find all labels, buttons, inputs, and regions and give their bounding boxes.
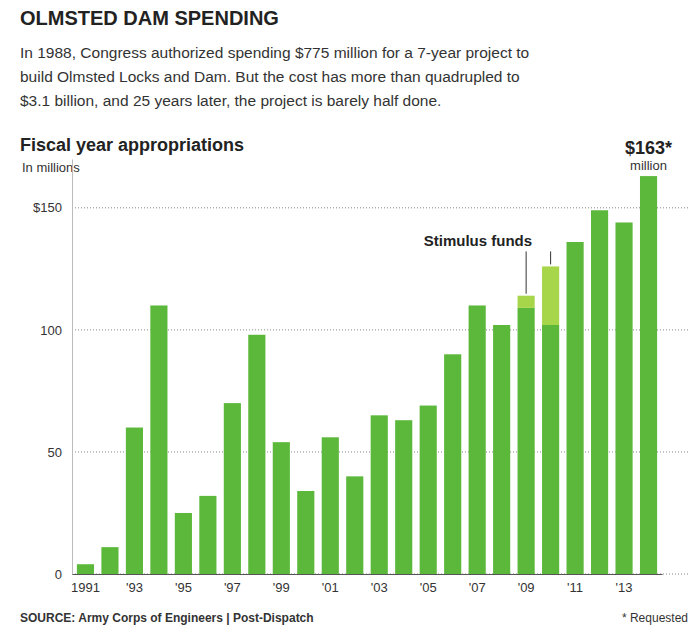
footnote: * Requested: [622, 611, 688, 625]
tick-label: '09: [518, 580, 535, 595]
tick: '11: [567, 574, 583, 595]
bar: [420, 406, 437, 574]
subtitle: build Olmsted Locks and Dam. But the cos…: [20, 68, 520, 85]
tick-label: 0: [55, 567, 62, 582]
tick: '95: [175, 574, 192, 595]
x-axis: 1991 '93 '95 '97 '99 '01 '03 '05 '07 '09 '11 '13: [71, 574, 662, 595]
chart-heading: Fiscal year appropriations: [20, 135, 244, 155]
bars: [77, 176, 657, 574]
bar: [297, 491, 314, 574]
tick-label: 1991: [71, 580, 100, 595]
subtitle: In 1988, Congress authorized spending $7…: [20, 44, 529, 61]
bar: [567, 242, 584, 574]
tick: 50: [48, 445, 72, 460]
tick: '09: [518, 574, 535, 595]
stimulus-bar: [518, 296, 535, 308]
bar: [175, 513, 192, 574]
axis-title: In millions: [22, 160, 80, 175]
tick: '99: [273, 574, 290, 595]
bar: [150, 305, 167, 574]
subtitle: $3.1 billion, and 25 years later, the pr…: [20, 92, 441, 109]
tick: '01: [322, 574, 339, 595]
axis-line: [73, 574, 663, 575]
bar: [199, 496, 216, 574]
bar: [542, 325, 559, 574]
stimulus-bar: [542, 266, 559, 325]
bar: [493, 325, 510, 574]
tick-label: '03: [371, 580, 388, 595]
tick-label: '01: [322, 580, 339, 595]
tick-label: '95: [175, 580, 192, 595]
tick: '07: [469, 574, 486, 595]
bar: [346, 476, 363, 574]
tick-label: '97: [224, 580, 241, 595]
tick: '03: [371, 574, 388, 595]
pointer-line: [550, 251, 551, 264]
bar: [273, 442, 290, 574]
bar: [101, 547, 118, 574]
bar: [640, 176, 657, 574]
tick: '97: [224, 574, 241, 595]
legend-label: Stimulus funds: [424, 232, 532, 249]
title: OLMSTED DAM SPENDING: [20, 7, 279, 29]
bar: [469, 305, 486, 574]
tick-label: '11: [567, 580, 583, 595]
tick: '13: [616, 574, 633, 595]
bar: [248, 335, 265, 574]
tick-label: '05: [420, 580, 437, 595]
tick-label: $150: [33, 200, 62, 215]
tick-label: '93: [126, 580, 143, 595]
bar: [395, 420, 412, 574]
tick-label: '07: [469, 580, 486, 595]
annotation: million: [630, 158, 667, 173]
grid: [72, 208, 690, 574]
bar: [371, 415, 388, 574]
tick-label: '99: [273, 580, 290, 595]
bar: [444, 354, 461, 574]
tick-label: 50: [48, 445, 62, 460]
tick: 1991: [71, 574, 100, 595]
bar: [77, 564, 94, 574]
source: SOURCE: Army Corps of Engineers | Post-D…: [20, 611, 314, 625]
bar: [518, 308, 535, 574]
tick-label: '13: [616, 580, 633, 595]
bar: [126, 428, 143, 574]
grid-line: [72, 207, 690, 208]
tick: '05: [420, 574, 437, 595]
bar: [615, 222, 632, 574]
data-label: $163*: [625, 138, 672, 158]
y-axis: 0 50 100 $150: [33, 160, 72, 582]
axis-line: [72, 160, 73, 575]
tick: $150: [33, 200, 72, 215]
chart: OLMSTED DAM SPENDING In 1988, Congress au…: [0, 0, 700, 639]
bar: [322, 437, 339, 574]
bar: [591, 210, 608, 574]
tick: '93: [126, 574, 143, 595]
tick-label: 100: [40, 323, 62, 338]
bar: [224, 403, 241, 574]
pointer-line: [526, 251, 527, 293]
tick: 0: [55, 567, 72, 582]
tick: 100: [40, 323, 72, 338]
